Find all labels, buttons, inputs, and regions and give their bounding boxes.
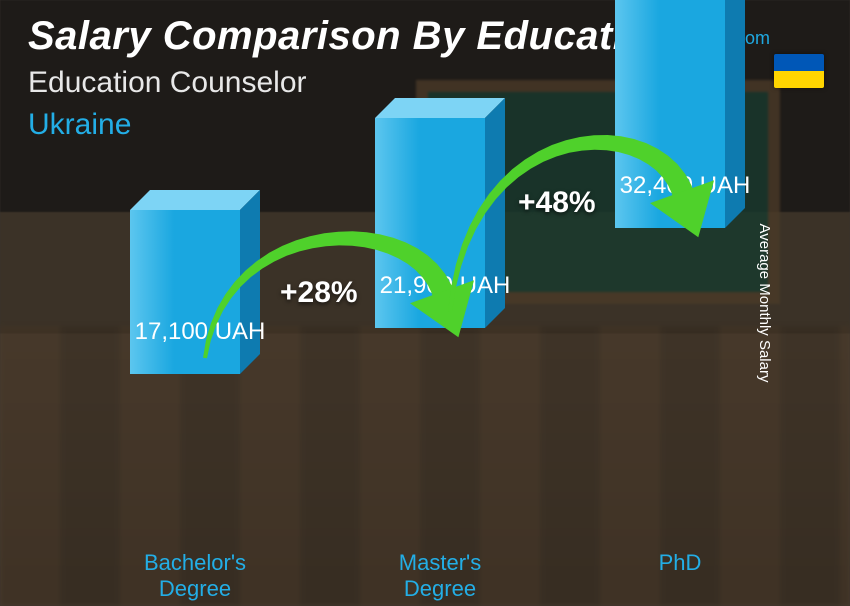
country-flag (774, 54, 824, 88)
increase-arrow (0, 86, 850, 606)
bar-chart: 17,100 UAH Bachelor'sDegree 21,900 UAH M… (0, 86, 850, 606)
flag-top-stripe (774, 54, 824, 71)
arrow-body (448, 135, 696, 312)
chart-title: Salary Comparison By Education (28, 14, 674, 59)
